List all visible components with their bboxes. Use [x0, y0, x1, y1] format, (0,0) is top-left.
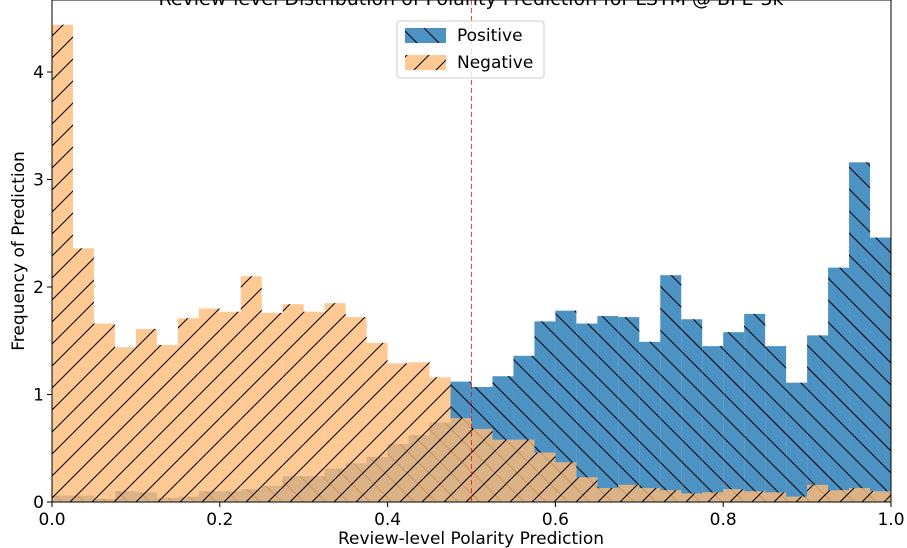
negative-bar-hatch — [681, 493, 702, 502]
negative-bar-hatch — [513, 440, 534, 502]
negative-bar-hatch — [283, 304, 304, 502]
positive-bar-hatch — [576, 324, 597, 502]
y-tick-label: 1 — [33, 386, 44, 406]
negative-bar-hatch — [451, 418, 472, 502]
negative-bar-hatch — [618, 485, 639, 502]
positive-bar-hatch — [681, 319, 702, 502]
y-tick-label: 0 — [33, 493, 44, 513]
negative-bar-hatch — [52, 25, 73, 502]
negative-bar-hatch — [430, 377, 451, 502]
y-tick-label: 3 — [33, 171, 44, 191]
negative-bar-hatch — [492, 440, 513, 502]
x-tick-label: 0.2 — [206, 510, 233, 530]
negative-bar-hatch — [262, 313, 283, 502]
negative-bar-hatch — [744, 491, 765, 502]
negative-bar-hatch — [241, 276, 262, 502]
y-tick-label: 4 — [33, 63, 44, 83]
x-tick-label: 0.0 — [38, 510, 65, 530]
x-axis-label: Review-level Polarity Prediction — [338, 529, 604, 548]
negative-bar-hatch — [115, 347, 136, 502]
negative-bar-hatch — [304, 312, 325, 502]
negative-bar-hatch — [94, 324, 115, 502]
negative-bar-hatch — [555, 462, 576, 502]
negative-bar-hatch — [849, 488, 870, 502]
negative-bar-hatch — [136, 329, 157, 502]
legend: Positive Negative — [397, 21, 544, 78]
positive-bar-hatch — [597, 316, 618, 502]
positive-bar-hatch — [765, 346, 786, 502]
negative-bar-hatch — [157, 345, 178, 502]
positive-bar-hatch — [744, 314, 765, 502]
negative-bar-hatch — [73, 248, 94, 502]
positive-bar-hatch — [639, 342, 660, 502]
negative-bar-hatch — [597, 488, 618, 502]
y-tick-label: 2 — [33, 278, 44, 298]
negative-bar-hatch — [639, 488, 660, 502]
positive-bar-hatch — [870, 238, 891, 502]
negative-bar-hatch — [409, 362, 430, 502]
negative-bar-hatch — [765, 492, 786, 502]
x-tick-label: 0.4 — [374, 510, 401, 530]
negative-bar-hatch — [178, 318, 199, 502]
negative-bar-hatch — [199, 309, 220, 502]
positive-bar-hatch — [807, 335, 828, 502]
negative-bar-hatch — [723, 489, 744, 502]
positive-bar-hatch — [849, 162, 870, 502]
y-axis-label: Frequency of Prediction — [9, 151, 29, 350]
x-tick-label: 0.8 — [710, 510, 737, 530]
negative-bar-hatch — [534, 453, 555, 502]
negative-bar-hatch — [828, 490, 849, 502]
x-axis: 0.0 0.2 0.4 0.6 0.8 1.0 — [38, 502, 904, 530]
legend-label-negative: Negative — [457, 53, 533, 73]
negative-bar-hatch — [220, 312, 241, 502]
negative-bar-hatch — [367, 343, 388, 502]
x-tick-label: 0.6 — [542, 510, 569, 530]
legend-label-positive: Positive — [457, 26, 523, 46]
negative-bar-hatch — [786, 497, 807, 502]
negative-bar-hatch — [576, 477, 597, 502]
legend-swatch-positive-hatch — [405, 28, 446, 43]
positive-bar-hatch — [660, 275, 681, 502]
negative-bar-hatch — [346, 317, 367, 502]
x-tick-label: 1.0 — [877, 510, 904, 530]
positive-bar-hatch — [786, 383, 807, 502]
negative-bar-hatch — [807, 485, 828, 502]
negative-bar-hatch — [870, 491, 891, 502]
negative-bar-hatch — [702, 492, 723, 502]
positive-bar-hatch — [828, 268, 849, 502]
negative-bar-hatch — [472, 429, 493, 502]
negative-bar-hatch — [660, 490, 681, 502]
negative-bar-hatch — [388, 363, 409, 502]
positive-bar-hatch — [618, 317, 639, 502]
legend-swatch-negative-hatch — [405, 55, 446, 70]
positive-bar-hatch — [723, 332, 744, 502]
y-axis: 0 1 2 3 4 — [33, 63, 52, 513]
negative-bar-hatch — [325, 303, 346, 502]
positive-bar-hatch — [702, 346, 723, 502]
